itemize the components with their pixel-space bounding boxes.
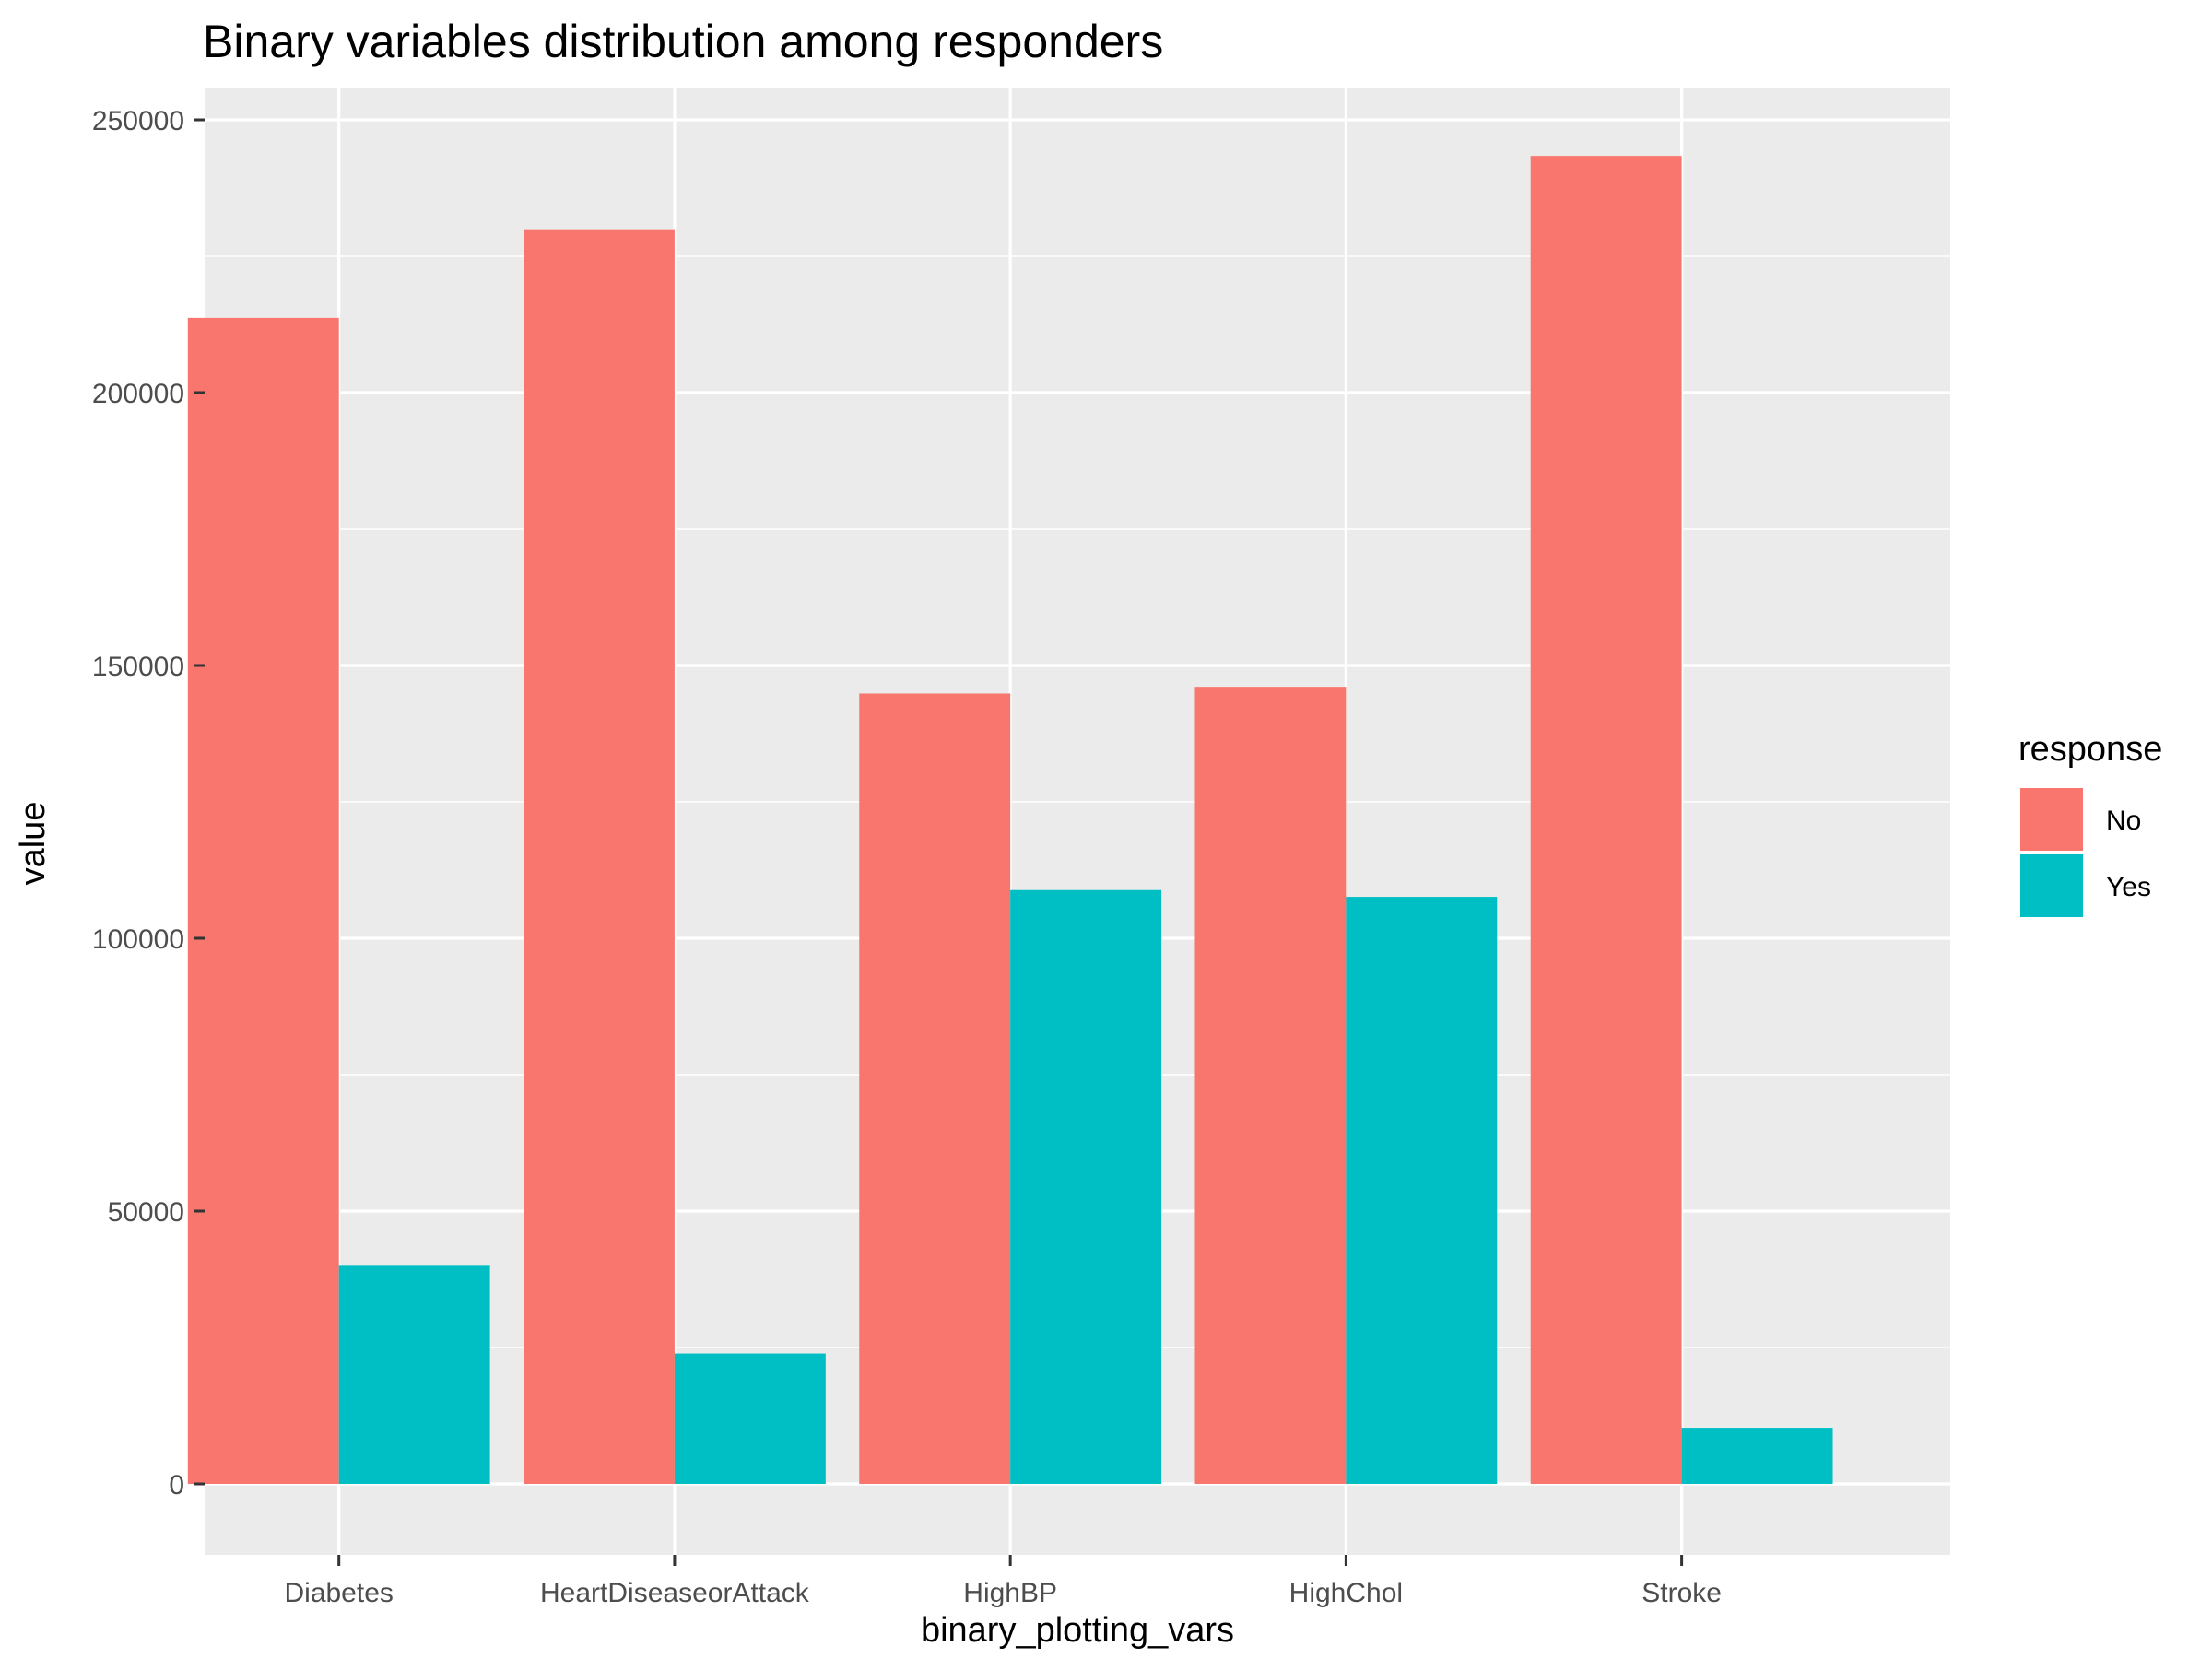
legend: response No Yes xyxy=(2018,730,2162,917)
bar-HighChol-Yes xyxy=(1346,897,1498,1484)
bar-Stroke-Yes xyxy=(1681,1428,1833,1484)
y-axis: 0 50000 100000 150000 200000 250000 xyxy=(92,106,205,1500)
x-axis: Diabetes HeartDiseaseorAttack HighBP HighCh… xyxy=(284,1555,1722,1608)
bar-HighBP-No xyxy=(859,693,1011,1484)
bar-Stroke-No xyxy=(1530,156,1682,1484)
legend-swatch-yes xyxy=(2020,854,2083,917)
x-tick-label: Stroke xyxy=(1641,1578,1722,1608)
bars xyxy=(187,156,1833,1485)
y-tick-label: 100000 xyxy=(92,924,184,955)
bar-HeartDiseaseorAttack-No xyxy=(524,229,675,1484)
legend-swatch-no xyxy=(2020,788,2083,851)
legend-label-yes: Yes xyxy=(2106,872,2151,902)
bar-Diabetes-No xyxy=(187,317,339,1485)
y-axis-title: value xyxy=(14,802,53,886)
legend-title: response xyxy=(2018,730,2162,769)
y-tick-label: 150000 xyxy=(92,652,184,682)
x-axis-title: binary_plotting_vars xyxy=(921,1611,1234,1650)
y-tick-label: 250000 xyxy=(92,106,184,136)
y-tick-label: 0 xyxy=(169,1470,184,1500)
y-tick-label: 200000 xyxy=(92,379,184,409)
legend-label-no: No xyxy=(2106,806,2141,836)
chart-title: Binary variables distribution among resp… xyxy=(203,16,1163,67)
y-tick-label: 50000 xyxy=(108,1197,184,1228)
x-tick-label: Diabetes xyxy=(284,1578,393,1608)
bar-HighBP-Yes xyxy=(1010,889,1162,1484)
bar-HeartDiseaseorAttack-Yes xyxy=(674,1353,826,1484)
bar-HighChol-No xyxy=(1194,687,1347,1484)
bar-Diabetes-Yes xyxy=(338,1265,490,1484)
x-tick-label: HighChol xyxy=(1289,1578,1403,1608)
x-tick-label: HighBP xyxy=(963,1578,1057,1608)
x-tick-label: HeartDiseaseorAttack xyxy=(540,1578,810,1608)
